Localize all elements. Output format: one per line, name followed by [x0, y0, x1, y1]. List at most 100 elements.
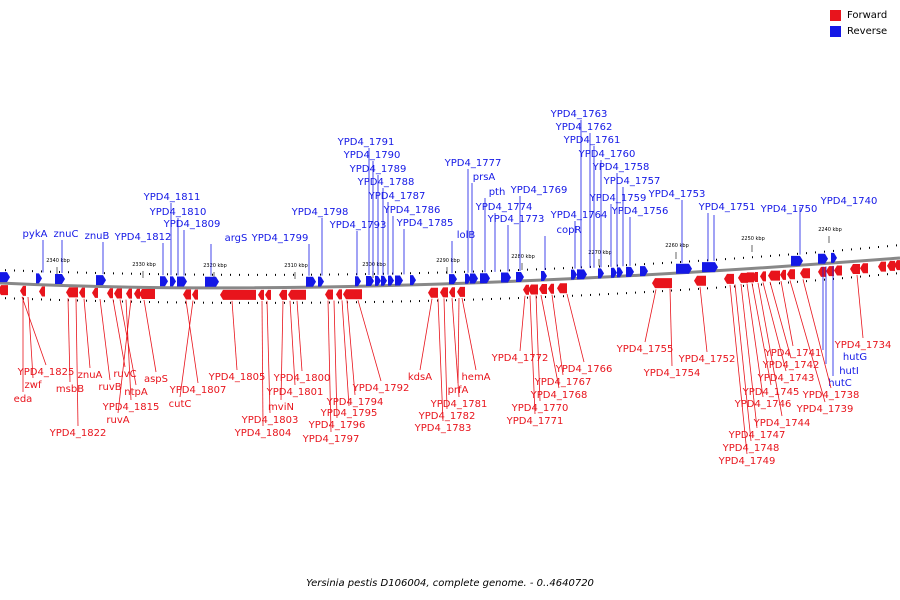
scale-label: 2320 kbp [203, 263, 227, 269]
forward-gene-label: YPD4_1770 [511, 403, 569, 414]
scale-dot [275, 273, 276, 276]
forward-gene-label: eda [14, 394, 33, 405]
forward-gene-leader [644, 289, 657, 343]
reverse-gene-arrow [541, 270, 547, 281]
reverse-gene-arrow [205, 276, 219, 287]
reverse-gene-label: YPD4_1774 [475, 202, 533, 213]
reverse-gene-arrow [36, 273, 42, 284]
scale-dot [653, 290, 654, 293]
forward-gene-label: kdsA [408, 372, 432, 383]
forward-gene-label: YPD4_1804 [234, 428, 292, 439]
scale-dot [77, 271, 78, 274]
forward-gene-arrow [428, 287, 438, 298]
forward-gene-arrow [139, 288, 155, 299]
scale-dot [383, 300, 384, 303]
forward-gene-arrow [440, 287, 448, 298]
scale-dot [50, 298, 51, 301]
scale-dot [491, 269, 492, 272]
scale-dot [14, 297, 15, 300]
reverse-gene-label: YPD4_1793 [329, 220, 387, 231]
scale-dot [23, 297, 24, 300]
reverse-gene-label: znuB [85, 231, 110, 242]
scale-dot [95, 299, 96, 302]
reverse-gene-label: YPD4_1753 [648, 189, 706, 200]
reverse-gene-label: YPD4_1740 [820, 196, 878, 207]
forward-gene-arrow [39, 286, 45, 297]
forward-gene-arrow [724, 273, 734, 284]
reverse-gene-arrow [55, 274, 65, 285]
scale-dot [23, 269, 24, 272]
reverse-gene-label: hutG [843, 352, 867, 363]
reverse-gene-arrow [516, 271, 524, 282]
scale-dot [419, 300, 420, 303]
forward-gene-leader [75, 298, 79, 427]
forward-gene-leader [419, 298, 433, 371]
forward-gene-label: msbB [56, 384, 84, 395]
scale-label: 2270 kbp [588, 250, 612, 256]
scale-dot [59, 270, 60, 273]
scale-dot [671, 289, 672, 292]
forward-gene-label: znuA [78, 370, 103, 381]
forward-gene-leader [740, 283, 758, 429]
scale-dot [140, 272, 141, 275]
scale-dot [464, 270, 465, 273]
reverse-gene-label: YPD4_1810 [149, 207, 207, 218]
scale-dot [266, 273, 267, 276]
scale-dot [689, 260, 690, 263]
forward-gene-leader [762, 282, 787, 372]
scale-dot [266, 301, 267, 304]
forward-gene-label: YPD4_1815 [102, 402, 160, 413]
scale-dot [428, 271, 429, 274]
scale-dot [185, 301, 186, 304]
reverse-gene-label: YPD4_1756 [611, 206, 669, 217]
scale-dot [401, 300, 402, 303]
forward-gene-arrow [288, 289, 306, 300]
scale-dot [851, 248, 852, 251]
scale-dot [482, 270, 483, 273]
scale-dot [734, 285, 735, 288]
scale-dot [410, 300, 411, 303]
reverse-gene-label: YPD4_1811 [143, 192, 201, 203]
scale-dot [671, 261, 672, 264]
scale-dot [302, 301, 303, 304]
scale-dot [356, 273, 357, 276]
scale-dot [248, 301, 249, 304]
forward-gene-leader [231, 300, 238, 371]
forward-gene-leader [443, 298, 448, 410]
scale-dot [788, 253, 789, 256]
legend-reverse: Reverse [830, 24, 892, 38]
forward-gene-label: YPD4_1772 [491, 353, 549, 364]
scale-dot [662, 290, 663, 293]
scale-dot [500, 297, 501, 300]
scale-label: 2260 kbp [665, 243, 689, 249]
forward-gene-arrow [528, 284, 538, 295]
forward-gene-label: YPD4_1752 [678, 354, 736, 365]
reverse-gene-arrow [410, 275, 416, 286]
forward-gene-arrow [0, 285, 8, 296]
scale-dot [158, 301, 159, 304]
scale-dot [626, 264, 627, 267]
scale-dot [383, 272, 384, 275]
forward-gene-label: YPD4_1801 [266, 387, 324, 398]
scale-dot [860, 275, 861, 278]
reverse-gene-arrow [676, 263, 692, 274]
scale-dot [896, 244, 897, 247]
scale-dot [554, 295, 555, 298]
forward-gene-leader [185, 300, 199, 384]
scale-dot [284, 301, 285, 304]
scale-dot [761, 283, 762, 286]
scale-dot [698, 259, 699, 262]
scale-dot [338, 273, 339, 276]
reverse-gene-arrow [0, 272, 10, 283]
reverse-gene-label: hutC [828, 378, 852, 389]
forward-gene-arrow [457, 286, 465, 297]
forward-swatch [830, 9, 841, 21]
reverse-gene-arrow [598, 268, 604, 279]
scale-dot [734, 257, 735, 260]
reverse-gene-label: YPD4_1758 [592, 162, 650, 173]
forward-gene-arrow [79, 287, 85, 298]
forward-gene-arrow [265, 289, 271, 300]
forward-gene-leader [99, 299, 111, 381]
scale-dot [158, 273, 159, 276]
